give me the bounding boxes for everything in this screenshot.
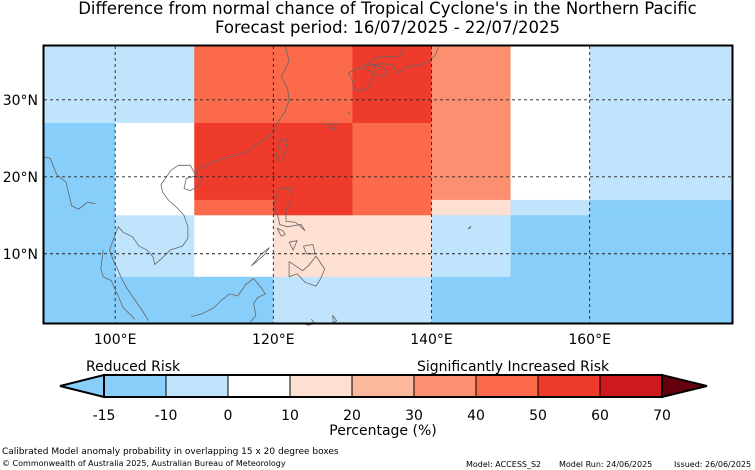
colorbar-extend-low xyxy=(59,373,105,399)
map-title: Difference from normal chance of Tropica… xyxy=(78,0,697,18)
anomaly-cell xyxy=(115,215,195,278)
anomaly-cell xyxy=(589,122,733,201)
colorbar-tick-label: -10 xyxy=(155,408,178,424)
footer-model: Model: ACCESS_S2 xyxy=(466,460,542,469)
longitude-label: 120°E xyxy=(252,332,295,348)
anomaly-cell xyxy=(431,276,733,324)
anomaly-cell xyxy=(510,122,591,201)
colorbar-tick-label: 0 xyxy=(224,408,233,424)
coastline xyxy=(43,156,96,210)
map-frame xyxy=(42,44,734,325)
anomaly-cell xyxy=(352,122,432,201)
colorbar-label: Percentage (%) xyxy=(329,423,436,439)
coastline xyxy=(322,123,338,130)
coastline xyxy=(237,277,267,324)
coastline xyxy=(100,249,136,320)
graticule xyxy=(44,46,732,323)
longitude-labels: 100°E 120°E 140°E 160°E xyxy=(94,332,611,348)
colorbar-segment xyxy=(413,374,477,398)
colorbar-extend-high xyxy=(661,373,708,399)
colorbar-tick-label: 70 xyxy=(653,408,671,424)
colorbar-tick-label: 20 xyxy=(343,408,361,424)
colorbar-segment xyxy=(475,374,539,398)
longitude-label: 140°E xyxy=(410,332,453,348)
anomaly-cell xyxy=(273,215,432,278)
coastline xyxy=(332,315,338,324)
anomaly-cell xyxy=(44,276,274,324)
coastline xyxy=(190,293,238,318)
anomaly-cell xyxy=(194,199,274,216)
colorbar-tick-label: 50 xyxy=(529,408,547,424)
colorbar-tick-labels: -15 -10 0 10 20 30 40 50 60 70 xyxy=(93,408,671,424)
anomaly-cell xyxy=(589,199,733,216)
anomaly-cell xyxy=(44,46,195,124)
coastline xyxy=(275,137,289,163)
anomaly-cell xyxy=(431,122,512,201)
anomaly-cell xyxy=(510,215,733,278)
anomaly-cell xyxy=(273,276,432,324)
colorbar-tick-label: 30 xyxy=(405,408,423,424)
increased-risk-label: Significantly Increased Risk xyxy=(417,359,610,375)
coastline xyxy=(109,45,290,321)
coastline xyxy=(250,247,270,267)
colorbar-segment xyxy=(599,374,663,398)
coastline xyxy=(467,225,472,230)
latitude-labels: 10°N 20°N 30°N xyxy=(3,93,38,263)
anomaly-cell xyxy=(510,46,591,124)
coastline xyxy=(372,64,389,78)
anomaly-cell xyxy=(431,215,512,278)
colorbar xyxy=(59,373,708,399)
coastline xyxy=(348,67,376,92)
reduced-risk-label: Reduced Risk xyxy=(86,359,181,375)
colorbar-segment xyxy=(165,374,229,398)
colorbar-segment xyxy=(537,374,601,398)
colorbar-tick-label: 60 xyxy=(591,408,609,424)
latitude-label: 30°N xyxy=(3,93,38,109)
coastline xyxy=(272,187,306,231)
footer-copyright: © Commonwealth of Australia 2025, Austra… xyxy=(2,459,286,468)
anomaly-cell xyxy=(115,122,195,201)
anomaly-cell xyxy=(44,122,116,201)
coastline xyxy=(364,45,439,74)
footer-model-run: Model Run: 24/06/2025 xyxy=(559,460,653,469)
coastline xyxy=(276,227,286,237)
anomaly-cell xyxy=(352,199,432,216)
footer-issued: Issued: 26/06/2025 xyxy=(674,460,752,469)
colorbar-segment xyxy=(351,374,415,398)
longitude-label: 100°E xyxy=(94,332,137,348)
latitude-label: 10°N xyxy=(3,247,38,263)
coastline xyxy=(288,240,298,251)
colorbar-tick-label: 10 xyxy=(281,408,299,424)
anomaly-cell xyxy=(115,199,195,216)
forecast-period: Forecast period: 16/07/2025 - 22/07/2025 xyxy=(214,18,561,37)
anomaly-cell xyxy=(589,46,733,124)
colorbar-outline xyxy=(103,374,663,398)
latitude-label: 20°N xyxy=(3,170,38,186)
footer-description: Calibrated Model anomaly probability in … xyxy=(2,447,339,457)
anomaly-cell xyxy=(273,199,353,216)
coastline xyxy=(183,175,203,192)
anomaly-grid xyxy=(44,46,733,324)
anomaly-cell xyxy=(431,199,512,216)
anomaly-cell xyxy=(44,215,116,278)
anomaly-cell xyxy=(194,215,274,278)
anomaly-cell xyxy=(510,199,591,216)
colorbar-segment xyxy=(103,374,167,398)
longitude-label: 160°E xyxy=(568,332,611,348)
colorbar-tick-label: -15 xyxy=(93,408,116,424)
colorbar-segment xyxy=(289,374,353,398)
coastline xyxy=(346,111,351,115)
coastlines xyxy=(43,45,472,326)
colorbar-tick-label: 40 xyxy=(467,408,485,424)
colorbar-segment xyxy=(227,374,291,398)
anomaly-cell xyxy=(431,46,512,124)
coastline xyxy=(288,255,326,287)
anomaly-cell xyxy=(352,46,432,124)
